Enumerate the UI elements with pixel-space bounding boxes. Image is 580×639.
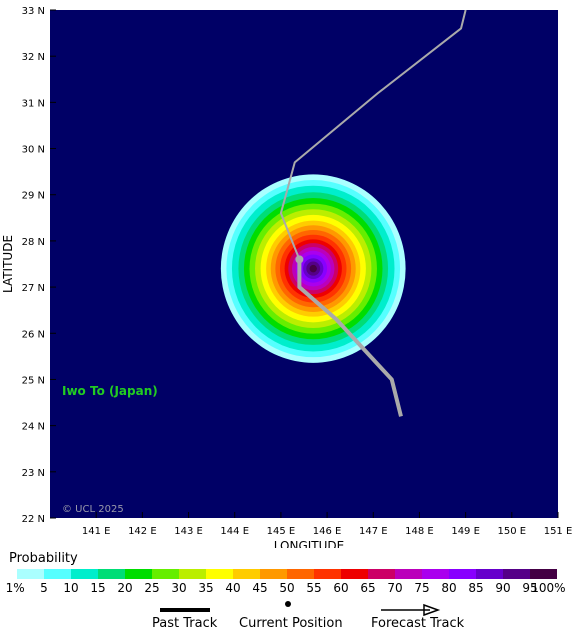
lon-tick-label: 142 E [128, 526, 157, 537]
lon-tick-label: 151 E [544, 526, 573, 537]
lat-tick-label: 33 N [22, 6, 45, 17]
lon-tick-label: 148 E [405, 526, 434, 537]
legend-title: Probability [9, 551, 78, 566]
probability-scale-labels: 1% 5 10 15 20 25 30 35 40 45 50 55 60 65 70 75 80 85 90 95 1… [0, 581, 580, 595]
probability-scale-label: 20 [117, 581, 133, 595]
probability-swatch [233, 569, 260, 579]
probability-scale-label: 65 [360, 581, 376, 595]
probability-swatch [179, 569, 206, 579]
probability-scale-label: 50 [279, 581, 295, 595]
probability-swatch [314, 569, 341, 579]
lat-tick-label: 26 N [22, 329, 45, 340]
lon-tick-label: 150 E [498, 526, 527, 537]
lat-tick-label: 28 N [22, 237, 45, 248]
probability-ring-95 [309, 264, 317, 273]
lat-tick-label: 29 N [22, 191, 45, 202]
lon-tick-label: 143 E [174, 526, 203, 537]
past-track-key-label: Past Track [152, 616, 218, 631]
past-track-line [297, 259, 403, 417]
probability-swatch [17, 569, 44, 579]
lat-tick-label: 31 N [22, 98, 45, 109]
probability-scale-label: 25 [144, 581, 160, 595]
lon-tick-label: 141 E [82, 526, 111, 537]
probability-swatch [476, 569, 503, 579]
lat-tick-label: 30 N [22, 145, 45, 156]
probability-swatch [368, 569, 395, 579]
current-position-key-dot [285, 601, 291, 607]
storm-probability-map: 141 E 142 E 143 E 144 E 145 E 146 E 147 E 148 E… [1, 6, 573, 548]
current-position-marker [295, 255, 304, 264]
probability-swatch [206, 569, 233, 579]
probability-swatch [341, 569, 368, 579]
probability-swatch [125, 569, 152, 579]
lat-tick-label: 22 N [22, 514, 45, 525]
forecast-track-key-arrow [423, 603, 441, 617]
lon-tick-label: 149 E [451, 526, 480, 537]
probability-scale-label: 10 [63, 581, 79, 595]
lon-tick-label: 144 E [220, 526, 249, 537]
probability-scale-label: 15 [90, 581, 106, 595]
probability-scale-label: 45 [252, 581, 268, 595]
probability-scale-label: 5 [40, 581, 48, 595]
lat-tick-label: 24 N [22, 422, 45, 433]
lat-tick-label: 23 N [22, 468, 45, 479]
probability-scale-label: 85 [468, 581, 484, 595]
lon-tick-label: 147 E [359, 526, 388, 537]
forecast-track-line [279, 10, 467, 260]
current-position-key-label: Current Position [239, 616, 343, 631]
probability-scale-label: 70 [387, 581, 403, 595]
probability-swatch [449, 569, 476, 579]
probability-scale-label: 95 [522, 581, 538, 595]
probability-scale-label: 90 [495, 581, 511, 595]
axis-ticks: 141 E 142 E 143 E 144 E 145 E 146 E 147 E 148 E… [22, 6, 573, 537]
probability-swatch [530, 569, 557, 579]
probability-scale-label: 100% [531, 581, 566, 595]
probability-swatch [71, 569, 98, 579]
lat-tick-label: 25 N [22, 375, 45, 386]
probability-scale-label: 75 [414, 581, 430, 595]
probability-swatch [503, 569, 530, 579]
y-axis-title: LATITUDE [1, 235, 15, 293]
probability-swatch [287, 569, 314, 579]
copyright-label: © UCL 2025 [62, 504, 124, 515]
probability-swatch [395, 569, 422, 579]
probability-scale-label: 30 [171, 581, 187, 595]
probability-scale-label: 1% [5, 581, 25, 595]
probability-swatch [44, 569, 71, 579]
probability-swatch [260, 569, 287, 579]
probability-color-bar [17, 569, 557, 579]
track-key [160, 601, 441, 617]
probability-scale-label: 60 [333, 581, 349, 595]
probability-swatch [98, 569, 125, 579]
region-label: Iwo To (Japan) [62, 384, 158, 398]
probability-scale-label: 80 [441, 581, 457, 595]
lon-tick-label: 145 E [267, 526, 296, 537]
probability-field [220, 174, 406, 363]
forecast-track-key-label: Forecast Track [371, 616, 465, 631]
storm-tracks [279, 10, 467, 417]
probability-swatch [152, 569, 179, 579]
probability-scale-label: 40 [225, 581, 241, 595]
lat-tick-label: 32 N [22, 52, 45, 63]
probability-scale-label: 35 [198, 581, 214, 595]
x-axis-title: LONGITUDE [274, 539, 344, 548]
probability-swatch [422, 569, 449, 579]
lat-tick-label: 27 N [22, 283, 45, 294]
lon-tick-label: 146 E [313, 526, 342, 537]
probability-scale-label: 55 [306, 581, 322, 595]
